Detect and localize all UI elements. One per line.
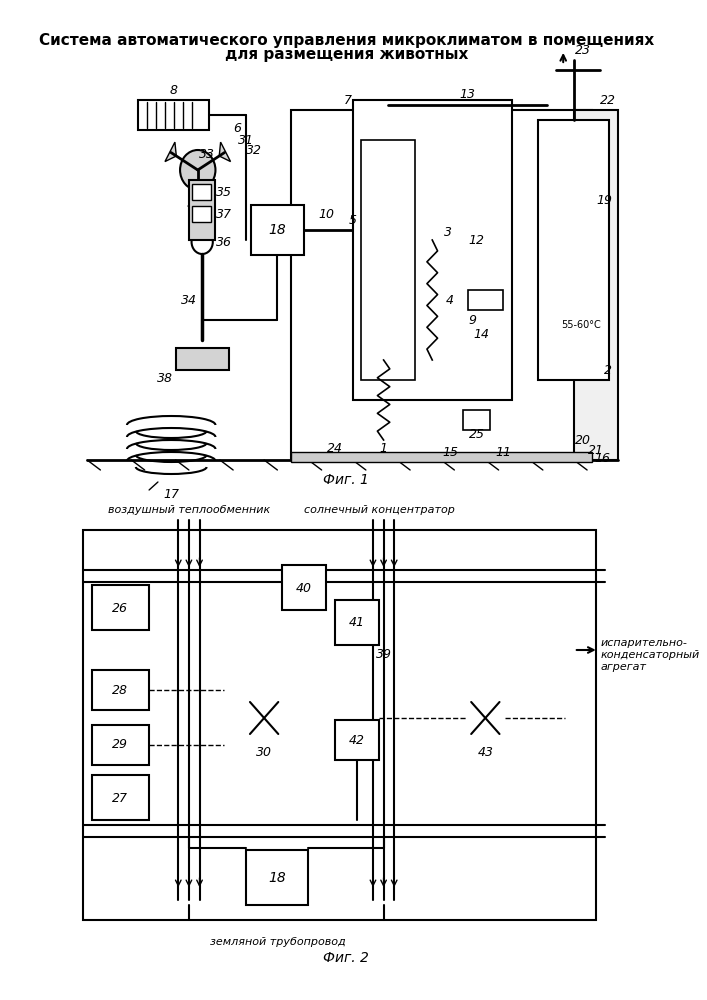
Bar xyxy=(192,184,211,200)
Text: 28: 28 xyxy=(112,684,128,696)
Bar xyxy=(353,100,512,400)
Bar xyxy=(189,180,216,240)
Bar xyxy=(463,410,490,430)
Text: 5: 5 xyxy=(349,214,356,227)
Text: 33: 33 xyxy=(199,148,215,161)
Text: 13: 13 xyxy=(460,89,476,102)
Bar xyxy=(139,100,209,130)
Text: 1: 1 xyxy=(380,442,387,454)
Bar xyxy=(361,140,414,380)
Bar xyxy=(467,290,503,310)
Text: 8: 8 xyxy=(170,84,178,97)
Text: 40: 40 xyxy=(296,582,312,594)
Text: 21: 21 xyxy=(588,444,604,456)
Text: 35: 35 xyxy=(216,186,233,198)
Text: 24: 24 xyxy=(327,442,343,454)
Bar xyxy=(291,110,592,460)
Text: 38: 38 xyxy=(157,371,173,384)
Text: 11: 11 xyxy=(495,446,511,458)
Text: Фиг. 1: Фиг. 1 xyxy=(324,473,369,487)
Bar xyxy=(539,120,609,380)
Text: 6: 6 xyxy=(233,121,242,134)
Text: испарительно-
конденсаторный
агрегат: испарительно- конденсаторный агрегат xyxy=(600,638,700,672)
Bar xyxy=(540,228,607,378)
Text: 26: 26 xyxy=(112,601,128,614)
Text: 37: 37 xyxy=(216,208,233,221)
Text: 29: 29 xyxy=(112,738,128,752)
Bar xyxy=(282,565,326,610)
Text: 19: 19 xyxy=(597,194,613,207)
Text: 10: 10 xyxy=(318,209,334,222)
Text: 25: 25 xyxy=(469,428,484,442)
Text: 3: 3 xyxy=(444,226,452,238)
Bar xyxy=(92,775,149,820)
Text: 39: 39 xyxy=(375,648,392,662)
Text: 2: 2 xyxy=(604,363,612,376)
Text: 32: 32 xyxy=(245,143,262,156)
Circle shape xyxy=(348,225,357,235)
Bar xyxy=(574,110,618,460)
Text: 15: 15 xyxy=(442,446,458,458)
Text: 12: 12 xyxy=(469,233,484,246)
Text: воздушный теплообменник: воздушный теплообменник xyxy=(107,505,270,515)
Text: 36: 36 xyxy=(216,235,233,248)
Text: Система автоматического управления микроклиматом в помещениях: Система автоматического управления микро… xyxy=(39,32,654,47)
Bar xyxy=(335,720,379,760)
Text: 18: 18 xyxy=(269,223,286,237)
Polygon shape xyxy=(188,198,208,206)
Text: 31: 31 xyxy=(238,133,255,146)
Text: для размещения животных: для размещения животных xyxy=(225,47,468,62)
Text: 9: 9 xyxy=(468,314,476,326)
Bar xyxy=(247,850,308,905)
Circle shape xyxy=(180,150,216,190)
Text: 14: 14 xyxy=(473,328,489,342)
Circle shape xyxy=(192,230,213,254)
Text: 16: 16 xyxy=(594,452,610,464)
Text: 55-60°C: 55-60°C xyxy=(561,320,601,330)
Text: 23: 23 xyxy=(575,43,590,56)
Text: 27: 27 xyxy=(112,792,128,804)
Bar xyxy=(335,600,379,645)
Bar xyxy=(92,585,149,630)
Text: 30: 30 xyxy=(256,746,272,758)
Text: 4: 4 xyxy=(446,294,454,306)
Text: 7: 7 xyxy=(344,94,352,106)
Bar xyxy=(83,530,596,920)
Circle shape xyxy=(378,634,389,646)
Bar xyxy=(192,206,211,222)
Text: 20: 20 xyxy=(575,434,590,446)
Text: 42: 42 xyxy=(349,734,365,746)
Bar xyxy=(92,725,149,765)
Text: земляной трубопровод: земляной трубопровод xyxy=(209,937,345,947)
Text: Фиг. 2: Фиг. 2 xyxy=(324,951,369,965)
Bar xyxy=(92,670,149,710)
Polygon shape xyxy=(219,142,230,162)
Bar xyxy=(175,348,229,370)
Text: 41: 41 xyxy=(349,616,365,630)
Text: 18: 18 xyxy=(269,871,286,885)
Text: 17: 17 xyxy=(163,488,179,502)
Text: солнечный концентратор: солнечный концентратор xyxy=(304,505,455,515)
Text: 43: 43 xyxy=(477,746,493,758)
Bar xyxy=(291,452,592,462)
Polygon shape xyxy=(165,142,176,162)
Text: 34: 34 xyxy=(181,294,197,306)
Text: 22: 22 xyxy=(600,94,616,106)
Bar xyxy=(251,205,304,255)
